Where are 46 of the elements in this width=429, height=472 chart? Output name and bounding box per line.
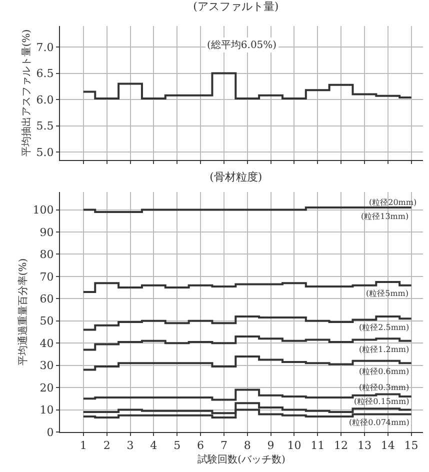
y-tick-label: 6.5: [36, 67, 54, 80]
series-label: (粒径13mm): [361, 212, 409, 221]
y-tick-label: 7.0: [36, 40, 54, 54]
chart-title: (アスファルト量): [193, 0, 279, 14]
x-tick-label: 11: [310, 439, 325, 452]
annotation: (総平均6.05%): [207, 39, 277, 51]
y-tick-label: 10: [40, 404, 54, 417]
x-tick-label: 3: [126, 439, 134, 452]
series-label: (粒径0.15mm): [354, 397, 410, 406]
series-label: (粒径0.3mm): [359, 383, 410, 392]
x-tick-label: 14: [380, 439, 395, 452]
x-tick-label: 12: [334, 439, 348, 452]
x-axis-title: 試験回数(バッチ数): [198, 454, 286, 466]
series-label: (粒径0.074mm): [349, 418, 410, 427]
x-tick-label: 7: [220, 439, 228, 452]
y-tick-label: 80: [40, 248, 54, 262]
x-tick-label: 8: [244, 439, 251, 452]
y-tick-label: 30: [40, 359, 54, 372]
chart-title: (骨材粒度): [210, 170, 262, 184]
y-tick-label: 100: [32, 204, 54, 217]
x-tick-label: 1: [80, 439, 87, 452]
x-tick-label: 6: [197, 439, 204, 452]
x-tick-label: 4: [150, 439, 158, 452]
annotation: (粒径20mm): [369, 198, 417, 207]
y-tick-label: 5.5: [36, 120, 54, 133]
series-label: (粒径0.6mm): [359, 367, 410, 376]
y-tick-label: 40: [40, 336, 54, 350]
y-axis-title: 平均通過重量百分率(%): [16, 258, 29, 366]
series-label: (粒径1.2mm): [359, 345, 410, 354]
x-tick-label: 10: [287, 439, 302, 452]
y-tick-label: 90: [40, 226, 54, 239]
y-tick-label: 70: [40, 270, 54, 284]
x-tick-label: 15: [404, 439, 418, 452]
series-label: (粒径2.5mm): [359, 323, 410, 332]
x-tick-label: 5: [174, 439, 181, 452]
series-label: (粒径5mm): [366, 289, 409, 298]
y-tick-label: 50: [40, 314, 54, 328]
y-tick-label: 5.0: [36, 146, 54, 159]
y-tick-label: 6.0: [36, 93, 54, 106]
y-tick-label: 0: [46, 426, 54, 439]
x-tick-label: 13: [357, 439, 372, 452]
x-tick-label: 2: [103, 439, 110, 452]
y-tick-label: 20: [40, 381, 54, 394]
y-tick-label: 60: [40, 292, 54, 306]
x-tick-label: 9: [267, 439, 274, 452]
y-axis-title: 平均抽出アスファルト量(%): [20, 29, 32, 157]
